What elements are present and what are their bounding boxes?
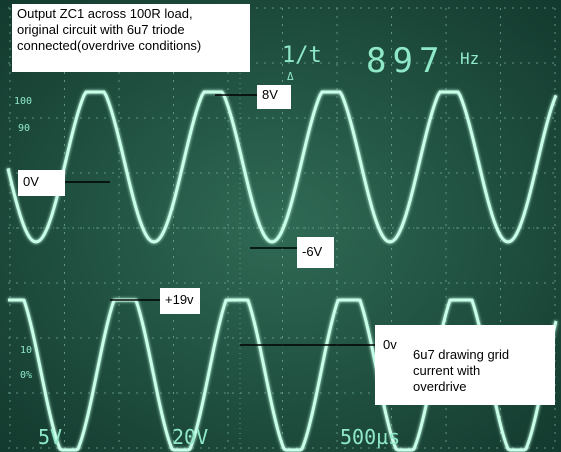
note-line: current with — [413, 363, 509, 379]
scale-mark: 10 — [20, 345, 32, 356]
title-box: Output ZC1 across 100R load, original ci… — [12, 4, 250, 72]
scope-photo: 1/t Δ 897 Hz 100 90 10 0% 5V 20V 500µs O… — [0, 0, 561, 452]
label-box: +19v — [160, 288, 200, 314]
title-line: original circuit with 6u7 triode — [17, 22, 245, 38]
title-line: Output ZC1 across 100R load, — [17, 6, 245, 22]
footer-time: 500µs — [340, 425, 400, 449]
note-box: 0v 6u7 drawing grid current with overdri… — [375, 325, 555, 405]
label-box: -6V — [297, 237, 334, 268]
label: -6V — [302, 244, 329, 260]
scale-mark: 0% — [20, 370, 32, 381]
label: 0v — [383, 337, 397, 353]
readout-unit: Hz — [460, 49, 479, 68]
note-line: overdrive — [413, 379, 509, 395]
footer-ch1: 5V — [38, 425, 62, 449]
label: 0V — [23, 174, 60, 190]
scale-mark: 90 — [18, 123, 30, 134]
note-line: 6u7 drawing grid — [413, 347, 509, 363]
readout-mode: 1/t — [282, 43, 322, 68]
label: +19v — [165, 292, 195, 308]
note-text: 6u7 drawing grid current with overdrive — [413, 347, 509, 395]
footer-ch2: 20V — [172, 425, 208, 449]
scale-mark: 100 — [14, 96, 32, 107]
label-box: 0V — [18, 170, 65, 196]
label-box: 8V — [257, 85, 291, 109]
readout-frequency: 897 — [366, 41, 445, 81]
title-line: connected(overdrive conditions) — [17, 38, 245, 54]
label: 8V — [262, 87, 286, 103]
readout-delta: Δ — [287, 70, 294, 83]
